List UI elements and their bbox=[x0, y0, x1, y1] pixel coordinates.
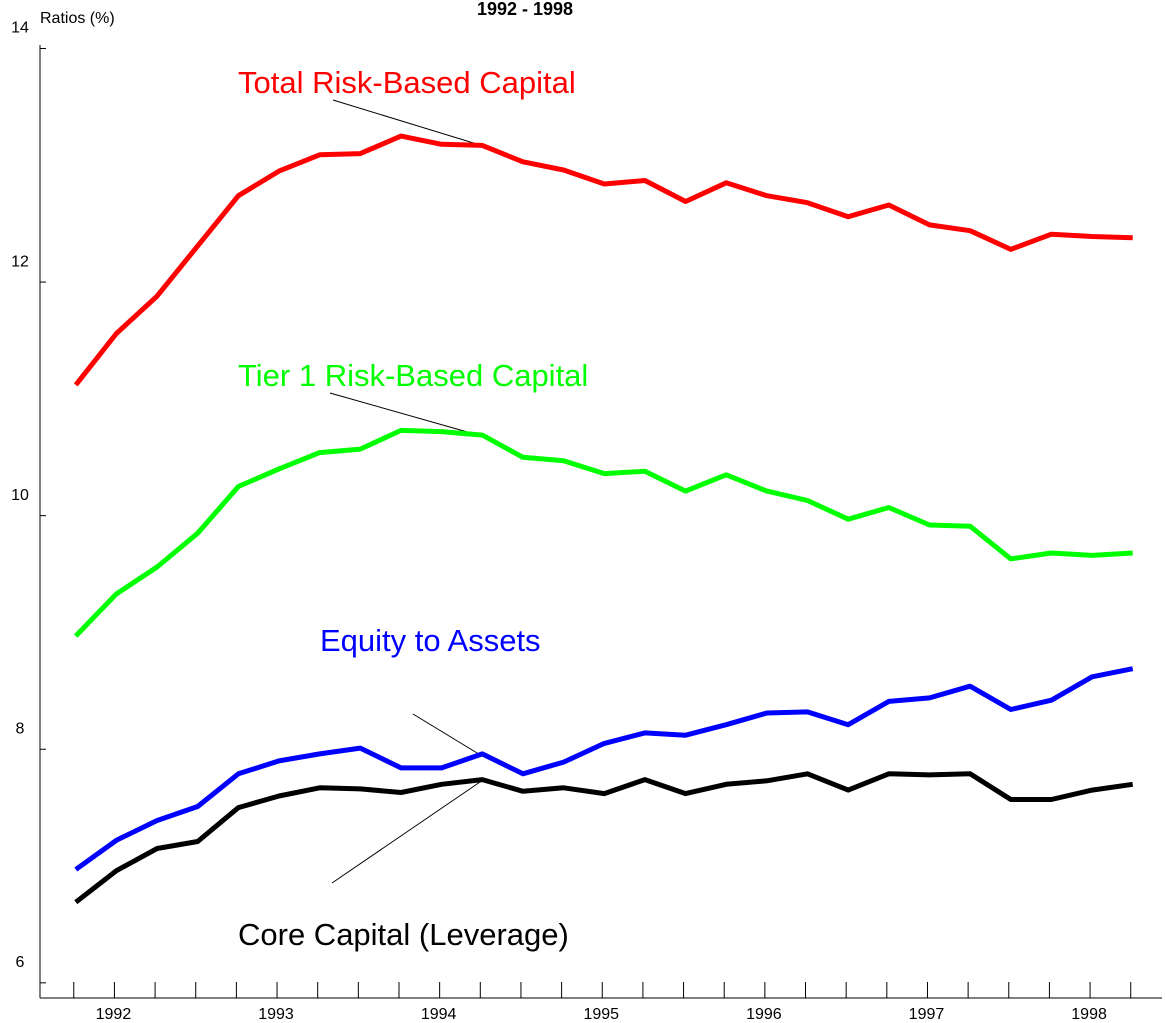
y-tick-label: 14 bbox=[11, 20, 29, 37]
leader-line bbox=[331, 781, 481, 884]
y-tick-label: 8 bbox=[16, 720, 25, 737]
x-tick-label: 1998 bbox=[1071, 1006, 1107, 1023]
series-line bbox=[73, 133, 1133, 387]
y-tick-label: 6 bbox=[16, 954, 25, 971]
x-tick-label: 1993 bbox=[258, 1006, 294, 1023]
series-label: Core Capital (Leverage) bbox=[238, 917, 569, 952]
chart-title: 1992 - 1998 bbox=[477, 0, 573, 19]
leader-line bbox=[412, 713, 483, 757]
series-line bbox=[74, 427, 1133, 638]
series-label: Total Risk-Based Capital bbox=[238, 65, 576, 100]
series-line bbox=[74, 666, 1134, 872]
x-tick-label: 1995 bbox=[583, 1006, 619, 1023]
y-tick-label: 10 bbox=[11, 487, 29, 504]
y-tick-label: 12 bbox=[11, 253, 29, 270]
leader-line bbox=[332, 99, 481, 146]
x-tick-label: 1994 bbox=[421, 1006, 457, 1023]
x-tick-label: 1997 bbox=[909, 1006, 945, 1023]
x-tick-label: 1992 bbox=[96, 1006, 132, 1023]
y-axis-label: Ratios (%) bbox=[40, 10, 115, 27]
series-label: Tier 1 Risk-Based Capital bbox=[238, 358, 588, 393]
leader-line bbox=[329, 392, 479, 436]
x-tick-label: 1996 bbox=[746, 1006, 782, 1023]
series-label: Equity to Assets bbox=[320, 623, 541, 658]
series-line bbox=[74, 771, 1134, 905]
